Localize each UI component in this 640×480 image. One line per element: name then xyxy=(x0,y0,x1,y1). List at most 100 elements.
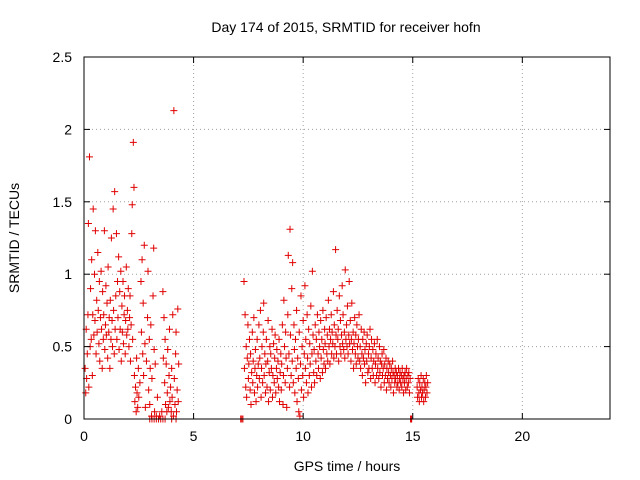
data-point xyxy=(268,325,276,333)
data-point xyxy=(344,350,352,358)
data-point xyxy=(305,325,313,333)
data-point xyxy=(115,345,123,353)
data-point xyxy=(245,335,253,343)
data-point xyxy=(136,379,144,387)
data-point xyxy=(107,234,115,242)
data-point xyxy=(297,386,305,394)
data-point xyxy=(316,343,324,351)
data-point xyxy=(377,383,385,391)
data-point xyxy=(306,360,314,368)
data-point xyxy=(116,288,124,296)
data-point xyxy=(325,343,333,351)
data-point xyxy=(137,277,145,285)
data-point xyxy=(422,372,430,380)
data-point xyxy=(352,331,360,339)
data-point xyxy=(84,220,92,228)
data-point xyxy=(242,383,250,391)
data-point xyxy=(99,335,107,343)
data-point xyxy=(280,296,288,304)
data-point xyxy=(120,311,128,319)
data-point xyxy=(91,270,99,278)
data-point xyxy=(314,350,322,358)
data-point xyxy=(108,317,116,325)
data-point xyxy=(161,335,169,343)
data-point xyxy=(366,325,374,333)
data-point xyxy=(130,183,138,191)
data-point xyxy=(127,321,135,329)
data-point xyxy=(317,317,325,325)
x-tick-label: 5 xyxy=(190,428,198,444)
x-tick-label: 10 xyxy=(295,428,311,444)
data-point xyxy=(172,408,180,416)
data-point xyxy=(170,374,178,382)
data-point xyxy=(137,328,145,336)
data-point xyxy=(244,321,252,329)
data-point xyxy=(278,360,286,368)
data-point xyxy=(389,357,397,365)
data-point xyxy=(111,188,119,196)
data-point xyxy=(359,335,367,343)
data-point xyxy=(160,314,168,322)
data-point xyxy=(113,335,121,343)
data-point xyxy=(134,403,142,411)
data-point xyxy=(92,350,100,358)
data-point xyxy=(261,389,269,397)
data-point xyxy=(260,299,268,307)
data-point xyxy=(362,379,370,387)
data-point xyxy=(288,285,296,293)
data-point xyxy=(403,383,411,391)
data-point xyxy=(251,345,259,353)
data-point xyxy=(348,299,356,307)
data-point xyxy=(105,314,113,322)
data-point xyxy=(252,398,260,406)
data-point xyxy=(294,354,302,362)
data-point xyxy=(98,364,106,372)
data-point xyxy=(85,153,93,161)
data-point xyxy=(375,374,383,382)
data-point xyxy=(282,354,290,362)
data-point xyxy=(165,325,173,333)
data-point xyxy=(146,401,154,409)
data-point xyxy=(174,398,182,406)
data-point xyxy=(163,389,171,397)
data-point xyxy=(95,340,103,348)
data-point xyxy=(338,331,346,339)
data-point xyxy=(245,360,253,368)
data-point xyxy=(362,340,370,348)
data-point xyxy=(148,374,156,382)
data-point xyxy=(340,328,348,336)
data-point xyxy=(357,325,365,333)
data-point xyxy=(258,364,266,372)
data-point xyxy=(317,354,325,362)
data-point xyxy=(139,299,147,307)
data-point xyxy=(240,364,248,372)
data-point xyxy=(321,340,329,348)
data-point xyxy=(145,335,153,343)
data-point xyxy=(275,398,283,406)
data-point xyxy=(304,354,312,362)
data-point xyxy=(168,393,176,401)
data-point xyxy=(297,292,305,300)
data-point xyxy=(147,321,155,329)
data-point xyxy=(405,389,413,397)
data-point xyxy=(262,360,270,368)
data-point xyxy=(356,343,364,351)
data-point xyxy=(91,317,99,325)
data-point xyxy=(277,350,285,358)
data-point xyxy=(159,288,167,296)
data-point xyxy=(286,225,294,233)
data-point xyxy=(103,299,111,307)
data-point xyxy=(168,364,176,372)
data-point xyxy=(364,369,372,377)
data-point xyxy=(299,317,307,325)
data-point xyxy=(129,335,137,343)
data-point xyxy=(300,350,308,358)
data-point xyxy=(291,389,299,397)
data-points xyxy=(81,107,432,423)
data-point xyxy=(307,302,315,310)
data-point xyxy=(243,393,251,401)
data-point xyxy=(341,354,349,362)
data-point xyxy=(250,314,258,322)
y-axis-label: SRMTID / TECUs xyxy=(6,183,22,293)
data-point xyxy=(134,364,142,372)
